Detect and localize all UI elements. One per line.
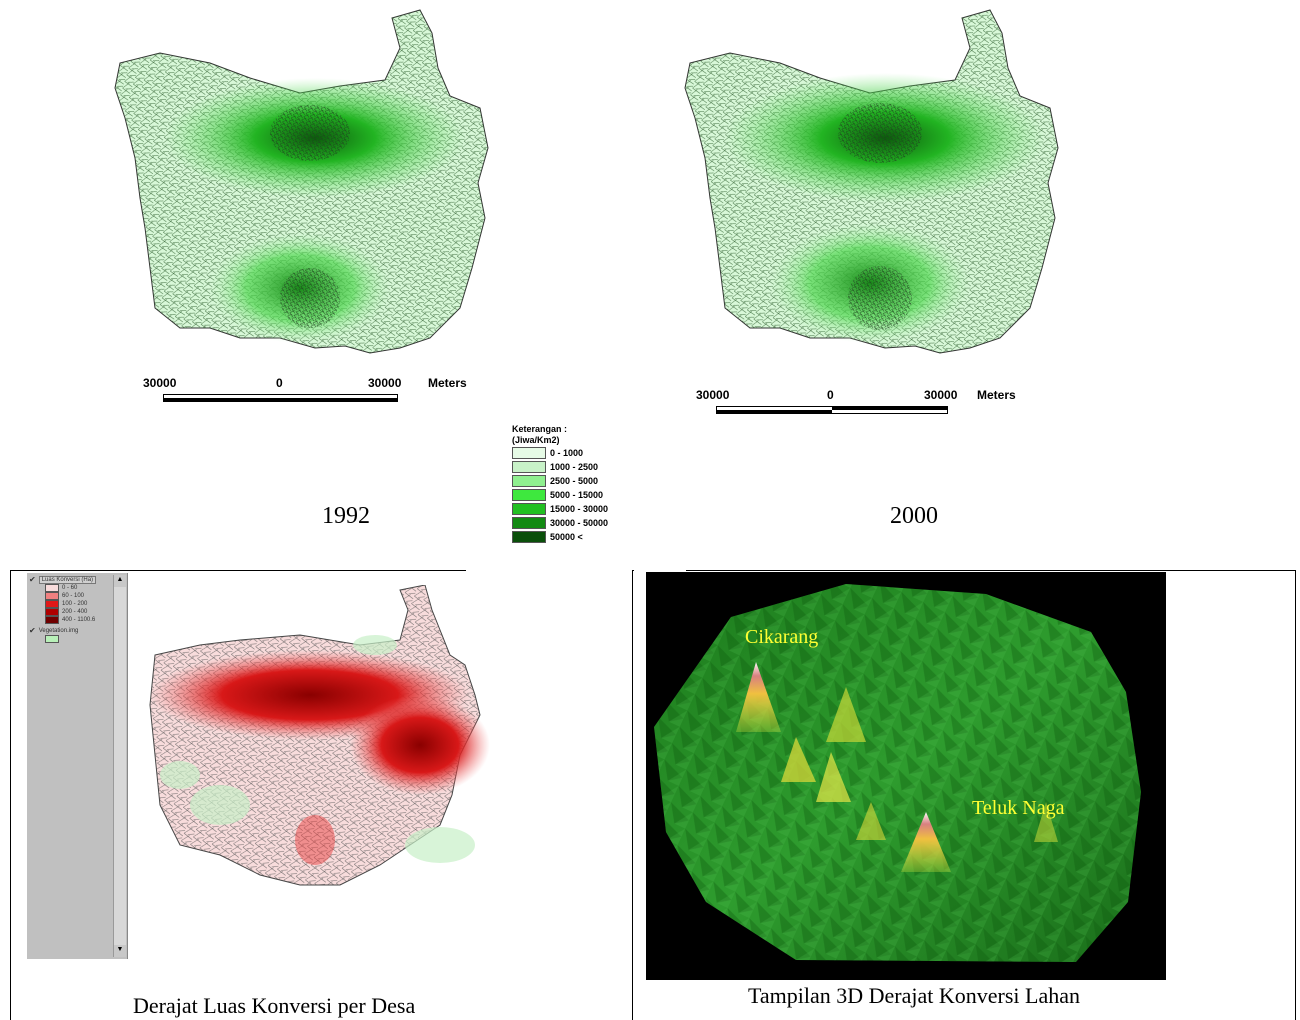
density-legend: Keterangan : (Jiwa/Km2) 0 - 1000 1000 - 2… [512,424,642,544]
conversion-map-panel [10,570,632,1020]
legend-swatch [512,503,546,515]
conversion-legend-item: 60 - 100 [45,592,125,600]
layer2-check-icon[interactable]: ✔ [29,626,36,635]
scale-label-mid-1992: 0 [276,376,283,390]
scale-label-right-1992: 30000 [368,376,402,390]
density-map-2000 [684,9,1059,354]
panel-top-gap [466,569,634,572]
scale-label-mid-2000: 0 [827,388,834,402]
legend-item: 30000 - 50000 [512,516,642,530]
conversion-legend-item: 200 - 400 [45,608,125,616]
conversion-map [149,585,490,886]
legend-swatch [512,475,546,487]
legend-title: Keterangan : [512,424,568,434]
year-label-2000: 2000 [890,503,938,529]
layer-check-icon[interactable]: ✔ [29,575,36,584]
3d-terrain-view [646,572,1166,980]
conversion-legend-label: 400 - 1100.6 [62,617,96,623]
conversion-legend-item: 0 - 60 [45,584,125,592]
density-map-1992 [114,9,489,354]
scroll-up-arrow[interactable]: ▲ [114,575,126,587]
scale-label-left-1992: 30000 [143,376,177,390]
legend-label: 15000 - 30000 [550,504,609,514]
conversion-legend-label: 0 - 60 [62,585,78,591]
label-cikarang: Cikarang [745,626,819,648]
scale-label-left-2000: 30000 [696,388,730,402]
conversion-legend-swatch [45,600,59,608]
legend-swatch [512,461,546,473]
conversion-legend-item: 100 - 200 [45,600,125,608]
legend-swatch [512,517,546,529]
scale-unit-2000: Meters [977,388,1016,402]
legend-label: 0 - 1000 [550,448,584,458]
layer2-title: Vegetation.img [38,627,79,634]
legend-label: 30000 - 50000 [550,518,609,528]
label-teluk-naga: Teluk Naga [972,797,1065,819]
3d-panel-top-gap [634,569,686,572]
layer2-swatch [45,635,59,643]
3d-view-panel [632,570,1296,1020]
conversion-legend-item: 400 - 1100.6 [45,616,125,624]
legend-swatch [512,531,546,543]
legend-swatch [512,489,546,501]
layer-title: Luas Konversi (Ha) [38,575,97,584]
conversion-legend-swatch [45,584,59,592]
caption-3d-view: Tampilan 3D Derajat Konversi Lahan [748,983,1081,1008]
legend-swatch [512,447,546,459]
conversion-legend-label: 200 - 400 [62,609,88,615]
conversion-legend-swatch [45,616,59,624]
legend-label: 5000 - 15000 [550,490,604,500]
legend-unit: (Jiwa/Km2) [512,435,560,445]
legend-item: 0 - 1000 [512,446,642,460]
scale-unit-1992: Meters [428,376,467,390]
legend-item: 5000 - 15000 [512,488,642,502]
layer-legend-pane: ✔ Luas Konversi (Ha) 0 - 60 60 - 100 100 -… [27,573,128,959]
legend-item: 1000 - 2500 [512,460,642,474]
conversion-legend-swatch [45,608,59,616]
conversion-legend-label: 60 - 100 [62,593,85,599]
scale-bar-1992 [163,394,398,402]
conversion-legend-swatch [45,592,59,600]
year-label-1992: 1992 [322,503,370,529]
legend-label: 50000 < [550,532,583,542]
scale-label-right-2000: 30000 [924,388,958,402]
caption-conversion-map: Derajat Luas Konversi per Desa [133,993,416,1018]
legend-item: 2500 - 5000 [512,474,642,488]
scale-bar-2000 [716,406,948,414]
legend-item: 15000 - 30000 [512,502,642,516]
legend-label: 1000 - 2500 [550,462,599,472]
scroll-down-arrow[interactable]: ▼ [114,945,126,957]
conversion-legend-label: 100 - 200 [62,601,88,607]
legend-scrollbar[interactable]: ▲ ▼ [113,575,126,957]
legend-item: 50000 < [512,530,642,544]
legend-label: 2500 - 5000 [550,476,599,486]
